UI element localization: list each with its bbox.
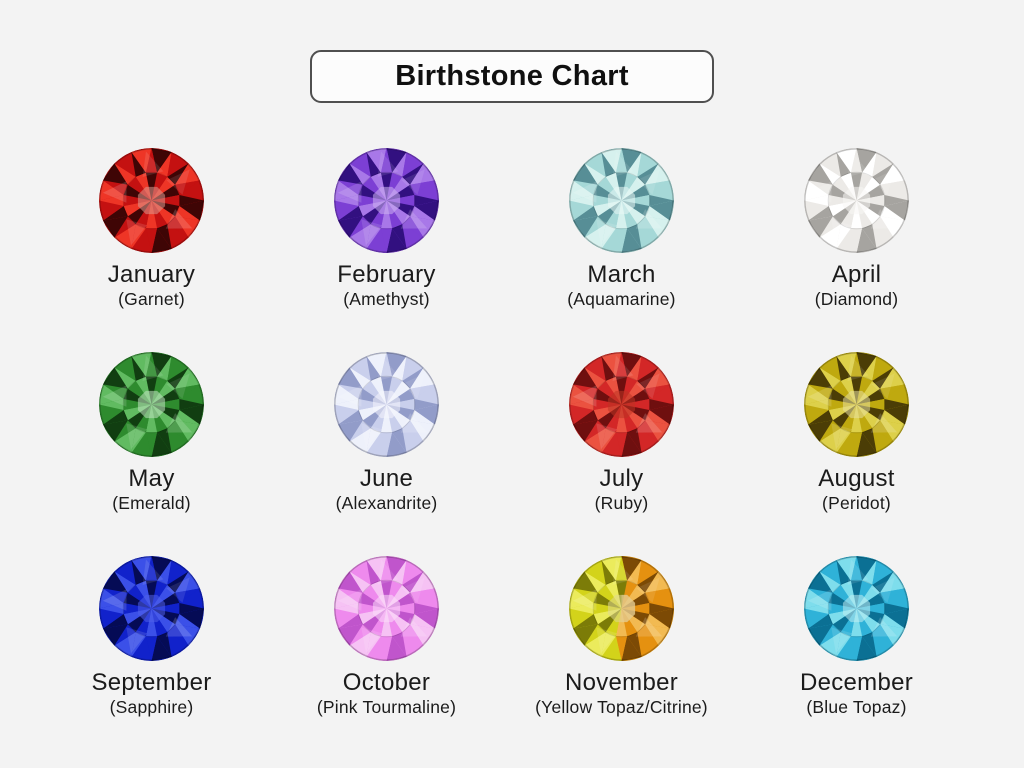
stone-label: (Diamond): [814, 289, 899, 310]
gem-image-yellow-topaz-citrine: [569, 556, 674, 661]
month-label: November: [564, 669, 679, 696]
stone-label: (Blue Topaz): [806, 697, 907, 718]
gem-cell-january: January (Garnet): [34, 148, 269, 352]
month-label: May: [128, 465, 175, 492]
page-title: Birthstone Chart: [395, 60, 629, 92]
stone-label: (Peridot): [822, 493, 891, 514]
gem-cell-march: March (Aquamarine): [504, 148, 739, 352]
month-label: July: [599, 465, 644, 492]
stone-label: (Emerald): [112, 493, 191, 514]
stone-label: (Yellow Topaz/Citrine): [535, 697, 708, 718]
month-label: September: [91, 669, 212, 696]
stone-label: (Pink Tourmaline): [316, 697, 457, 718]
month-label: April: [831, 261, 882, 288]
gem-image-ruby: [569, 352, 674, 457]
gem-image-pink-tourmaline: [334, 556, 439, 661]
gem-image-garnet: [99, 148, 204, 253]
gem-cell-june: June (Alexandrite): [269, 352, 504, 556]
gem-image-peridot: [804, 352, 909, 457]
gem-cell-april: April (Diamond): [739, 148, 974, 352]
gem-cell-september: September (Sapphire): [34, 556, 269, 760]
gem-image-amethyst: [334, 148, 439, 253]
month-label: August: [818, 465, 895, 492]
month-label: March: [587, 261, 656, 288]
stone-label: (Ruby): [594, 493, 649, 514]
gem-cell-november: November (Yellow Topaz/Citrine): [504, 556, 739, 760]
stone-label: (Garnet): [118, 289, 185, 310]
month-label: June: [359, 465, 414, 492]
gem-image-aquamarine: [569, 148, 674, 253]
month-label: December: [799, 669, 914, 696]
gem-image-emerald: [99, 352, 204, 457]
stone-label: (Sapphire): [109, 697, 194, 718]
gem-cell-august: August (Peridot): [739, 352, 974, 556]
stone-label: (Amethyst): [343, 289, 430, 310]
month-label: October: [342, 669, 431, 696]
gem-image-blue-topaz: [804, 556, 909, 661]
gem-image-alexandrite: [334, 352, 439, 457]
gem-cell-july: July (Ruby): [504, 352, 739, 556]
month-label: January: [107, 261, 196, 288]
stone-label: (Alexandrite): [335, 493, 438, 514]
stone-label: (Aquamarine): [567, 289, 676, 310]
gem-cell-may: May (Emerald): [34, 352, 269, 556]
gem-image-sapphire: [99, 556, 204, 661]
month-label: February: [337, 261, 436, 288]
chart-title-box: Birthstone Chart: [310, 50, 714, 103]
gem-cell-october: October (Pink Tourmaline): [269, 556, 504, 760]
gem-image-diamond: [804, 148, 909, 253]
gem-cell-december: December (Blue Topaz): [739, 556, 974, 760]
birthstone-grid: January (Garnet) February (Amethyst) Mar…: [34, 148, 974, 760]
gem-cell-february: February (Amethyst): [269, 148, 504, 352]
